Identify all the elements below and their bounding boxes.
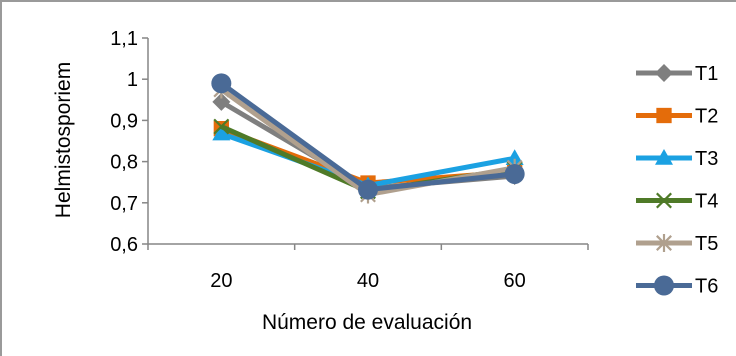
y-tick-label: 0,9 — [110, 110, 138, 132]
legend-item: T1 — [636, 63, 718, 85]
data-point — [212, 124, 231, 141]
x-axis-title: Número de evaluación — [262, 311, 472, 334]
x-tick-label: 40 — [357, 270, 379, 292]
legend-label: T1 — [695, 63, 718, 85]
series-T6 — [211, 73, 525, 200]
legend-marker — [655, 64, 673, 82]
data-point — [213, 118, 230, 135]
legend-marker — [656, 107, 672, 124]
y-tick-label: 0,8 — [110, 152, 138, 174]
y-tick-label: 0,6 — [110, 234, 138, 256]
legend-item: T3 — [636, 148, 718, 170]
legend-marker — [656, 192, 672, 209]
data-point — [504, 163, 525, 184]
y-axis-ticks: 0,6 0,7 0,8 0,9 1 1,1 — [110, 28, 148, 256]
x-tick-label: 20 — [210, 270, 232, 292]
legend-marker — [655, 149, 673, 165]
legend-item: T4 — [636, 191, 718, 213]
legend-marker — [654, 275, 674, 296]
legend-label: T5 — [695, 233, 718, 255]
x-tick-label: 60 — [504, 270, 526, 292]
legend-label: T3 — [695, 148, 718, 170]
legend-label: T2 — [695, 106, 718, 128]
y-tick-label: 0,7 — [110, 193, 138, 215]
data-point — [212, 92, 231, 111]
legend-item: T2 — [636, 106, 718, 128]
x-axis-ticks: 20 40 60 — [147, 244, 589, 292]
y-axis-title: Helmistosporiem — [52, 62, 75, 218]
data-point — [505, 149, 524, 166]
y-tick-label: 1 — [127, 69, 138, 91]
data-point — [358, 179, 378, 200]
legend-item: T5 — [636, 233, 718, 255]
legend-label: T6 — [695, 276, 718, 298]
series-layer — [211, 73, 525, 204]
data-point — [211, 73, 232, 94]
legend-marker — [656, 234, 672, 252]
y-tick-label: 1,1 — [110, 28, 138, 50]
legend-item: T6 — [636, 275, 718, 298]
legend-label: T4 — [695, 191, 718, 213]
legend: T1 T2 T3 T4 T5 T6 — [636, 63, 718, 298]
